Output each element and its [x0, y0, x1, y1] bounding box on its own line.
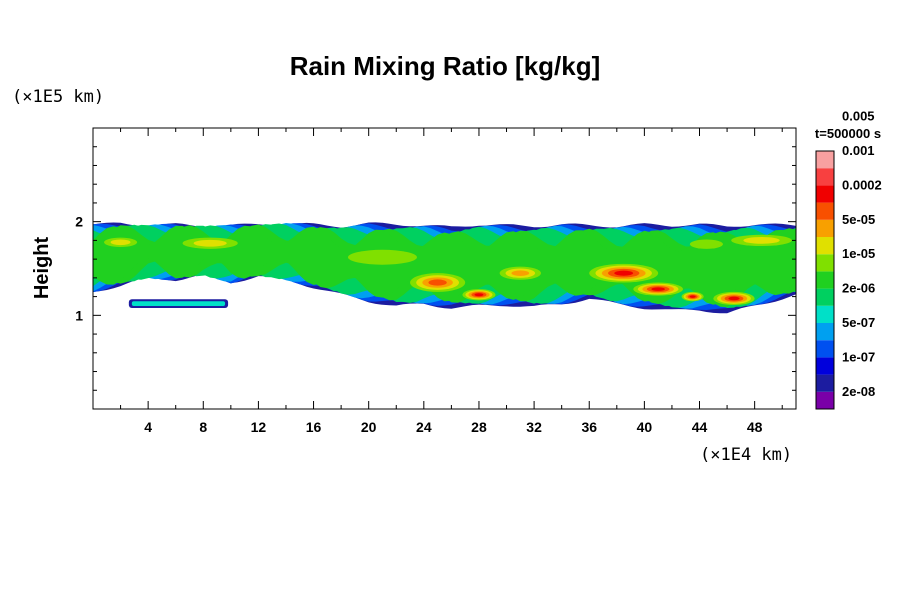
y-axis-label: Height: [31, 237, 53, 300]
field-patch-inner: [131, 301, 226, 306]
y-axis-unit: (×1E5 km): [12, 87, 104, 107]
plot-area: [93, 222, 796, 314]
field-core-10-ring-1: [743, 237, 780, 244]
x-tick-label: 44: [692, 419, 708, 435]
y-axis-ticks: 12: [75, 146, 796, 391]
colorbar-label: 0.0002: [842, 177, 882, 192]
colorbar: 2e-08 1e-07 5e-07 2e-06 1e-05 5e-05 0.0002 0.00…: [815, 109, 882, 410]
x-tick-label: 32: [526, 419, 542, 435]
colorbar-swatch: [816, 168, 834, 186]
colorbar-label: 5e-07: [842, 315, 875, 330]
field-core-11-ring-0: [689, 239, 723, 249]
colorbar-label: 0.005: [842, 109, 875, 124]
chart-title: Rain Mixing Ratio [kg/kg]: [290, 51, 601, 81]
field-core-1-ring-1: [193, 239, 227, 247]
x-tick-label: 36: [581, 419, 597, 435]
x-axis-unit: (×1E4 km): [700, 445, 792, 465]
colorbar-label: 1e-07: [842, 349, 875, 364]
field-core-3-ring-3: [428, 279, 447, 286]
x-tick-label: 48: [747, 419, 763, 435]
colorbar-swatch: [816, 219, 834, 237]
colorbar-label: 2e-06: [842, 281, 875, 296]
field-core-6-ring-4: [614, 270, 634, 276]
field-core-5-ring-2: [511, 270, 530, 276]
colorbar-swatch: [816, 305, 834, 323]
colorbar-label: 5e-05: [842, 212, 875, 227]
colorbar-swatch: [816, 288, 834, 306]
x-axis-ticks: 4 8 12 16 20 24 28 32 36 40 44 48: [120, 128, 783, 435]
x-tick-label: 8: [199, 419, 207, 435]
y-tick-label: 1: [75, 307, 83, 323]
x-tick-label: 40: [637, 419, 653, 435]
colorbar-swatch: [816, 271, 834, 289]
field-core-8-ring-4: [689, 295, 696, 298]
x-tick-label: 4: [144, 419, 152, 435]
x-tick-label: 16: [306, 419, 322, 435]
colorbar-frame: [815, 150, 835, 410]
field-core-9-ring-4: [728, 296, 740, 301]
field-core-2-ring-0: [348, 249, 417, 265]
field-core-7-ring-4: [651, 287, 665, 291]
colorbar-swatch: [816, 151, 834, 169]
field-core-4-ring-4: [474, 293, 484, 297]
colorbar-swatch: [816, 357, 834, 375]
field-band-level-7: [93, 225, 796, 305]
colorbar-swatch: [816, 391, 834, 409]
colorbar-swatch: [816, 254, 834, 272]
x-tick-label: 24: [416, 419, 432, 435]
colorbar-swatch: [816, 340, 834, 358]
field-core-0-ring-1: [110, 239, 131, 246]
colorbar-swatch: [816, 237, 834, 255]
x-tick-label: 28: [471, 419, 487, 435]
colorbar-swatch: [816, 323, 834, 341]
colorbar-swatch: [816, 185, 834, 203]
plot-frame: [92, 127, 797, 410]
colorbar-label: 0.001: [842, 143, 875, 158]
time-label: t=500000 s: [815, 126, 881, 141]
y-tick-label: 2: [75, 214, 83, 230]
x-tick-label: 12: [251, 419, 267, 435]
x-tick-label: 20: [361, 419, 377, 435]
colorbar-swatch: [816, 202, 834, 220]
colorbar-swatch: [816, 374, 834, 392]
colorbar-label: 2e-08: [842, 384, 875, 399]
colorbar-label: 1e-05: [842, 246, 875, 261]
